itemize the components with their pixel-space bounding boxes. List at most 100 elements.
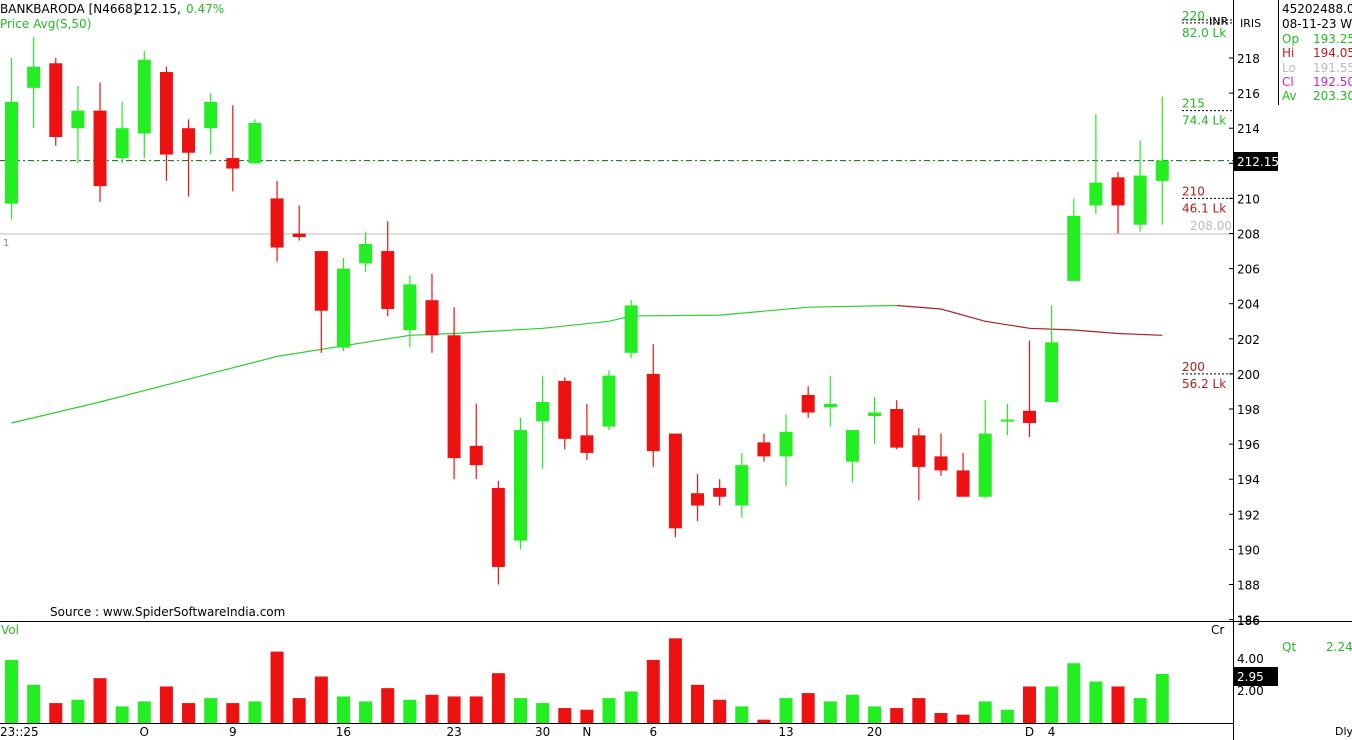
candle-body (823, 403, 837, 408)
candle-body (713, 487, 727, 497)
candle (580, 403, 594, 460)
profile-price-label: 210 (1182, 184, 1205, 198)
volume-bar (868, 706, 882, 723)
volume-bar (137, 701, 151, 723)
volume-bar (536, 703, 550, 723)
candle-body (447, 335, 461, 459)
candle (270, 180, 284, 262)
price-tick-label: 188 (1237, 579, 1260, 593)
candle (182, 119, 196, 197)
candle (115, 101, 129, 164)
volume-bar (1022, 686, 1036, 723)
volume-bar (359, 701, 373, 723)
volume-bar (1089, 681, 1103, 723)
volume-bar (823, 701, 837, 723)
candle-body (270, 198, 284, 248)
candle (868, 396, 882, 445)
candle (1067, 198, 1081, 281)
candle-body (27, 66, 41, 88)
price-tick-label: 190 (1237, 543, 1260, 557)
candle-body (1022, 410, 1036, 424)
candle-body (912, 435, 926, 467)
price-tick-label: 202 (1237, 333, 1260, 347)
price-tick-label: 186 (1237, 614, 1260, 628)
candle (602, 370, 616, 431)
candle-body (491, 487, 505, 567)
candle (801, 386, 815, 418)
candle (49, 58, 63, 146)
candle (956, 452, 970, 497)
candle-body (1000, 419, 1014, 422)
volume-bar (270, 651, 284, 723)
volume-bar (580, 709, 594, 723)
period-label[interactable]: Dly (1335, 725, 1352, 738)
volume-tick-2: 2.00 (1237, 684, 1264, 698)
volume-bar (624, 691, 638, 723)
candle (934, 433, 948, 476)
volume-bar (978, 701, 992, 723)
candle-body (646, 373, 660, 452)
volume-bar (381, 688, 395, 723)
info-value-av: 203.30 (1313, 89, 1352, 104)
volume-bar (248, 701, 262, 723)
candle-body (381, 251, 395, 309)
source-credit: Source : www.SpiderSoftwareIndia.com (50, 605, 286, 619)
last-price-badge (1234, 152, 1278, 171)
candle (668, 433, 682, 538)
candle-body (978, 433, 992, 497)
candle (823, 375, 837, 427)
candle-body (1155, 160, 1169, 181)
candle (646, 344, 660, 467)
candle (735, 452, 749, 518)
candle-body (558, 380, 572, 439)
iris-label: IRIS (1240, 17, 1262, 30)
profile-volume-label: 74.4 Lk (1182, 114, 1226, 128)
candle (1111, 172, 1125, 234)
profile-volume-label: 46.1 Lk (1182, 201, 1226, 215)
candle (536, 375, 550, 469)
candle-body (425, 300, 439, 336)
volume-bar (49, 703, 63, 723)
info-value-cl: 192.50 (1313, 74, 1352, 89)
price-tick-label: 208 (1237, 228, 1260, 242)
date-tick-label: 6 (649, 725, 657, 739)
info-value-lo: 191.55 (1313, 60, 1352, 75)
volume-bar (934, 713, 948, 723)
reference-level-label: 208.00 (1190, 219, 1232, 233)
candle (137, 50, 151, 159)
date-tick-label: 30 (535, 725, 550, 739)
price-tick-label: 200 (1237, 368, 1260, 382)
price-tick-label: 204 (1237, 298, 1260, 312)
candle (447, 307, 461, 480)
candle-body (314, 251, 328, 311)
volume-bar (5, 659, 18, 723)
date-tick-label: 4 (1048, 725, 1056, 739)
candle-body (5, 101, 18, 204)
info-date: 08-11-23 We (1282, 17, 1352, 31)
price-tick-label: 196 (1237, 438, 1260, 452)
volume-bar (691, 684, 705, 723)
volume-badge-text: 2.95 (1237, 670, 1264, 684)
candle (912, 428, 926, 501)
qt-value: 2.24 (1326, 640, 1352, 654)
candle-body (779, 431, 793, 457)
candle-body (226, 158, 240, 169)
candle-body (336, 268, 350, 348)
info-label-lo: Lo (1282, 60, 1296, 75)
volume-bar (447, 696, 461, 723)
info-label-av: Av (1282, 89, 1297, 104)
candle-body (1133, 175, 1147, 225)
date-tick-label: 16 (336, 725, 351, 739)
volume-bar (890, 708, 904, 723)
candle-body (182, 128, 196, 153)
volume-bar (491, 673, 505, 723)
volume-bar (425, 694, 439, 723)
volume-bar (403, 699, 417, 723)
volume-bar (668, 638, 682, 723)
candle-body (1067, 215, 1081, 281)
volume-bar (1067, 663, 1081, 723)
candle (226, 105, 240, 192)
candle-body (890, 409, 904, 448)
candle-body (735, 465, 749, 506)
